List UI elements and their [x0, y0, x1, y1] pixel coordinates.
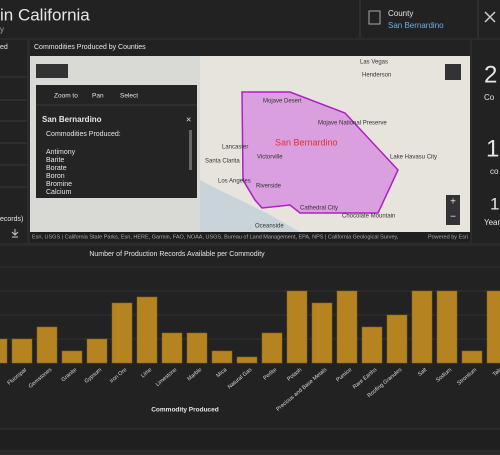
indicator-value: 2 [484, 61, 497, 88]
bar [361, 326, 383, 364]
tools-icon[interactable] [484, 11, 496, 23]
map-labels: Mojave Desert Mojave National Preserve S… [205, 60, 437, 230]
popup-item: Antimony [46, 149, 76, 156]
x-tick-label: Salt [417, 367, 428, 378]
bar [461, 350, 483, 364]
attribution-bar [30, 232, 470, 241]
bar [111, 302, 133, 364]
scrollbar[interactable] [189, 130, 192, 170]
county-highlight[interactable] [241, 91, 399, 214]
app-subtitle: y [0, 25, 4, 34]
map-label: Oceanside [255, 224, 284, 230]
indicator-value: 1 [490, 194, 499, 213]
bar [336, 290, 358, 364]
map-label: Victorville [257, 155, 283, 161]
popup-item: Barite [46, 157, 64, 164]
county-value[interactable]: San Bernardino [388, 21, 444, 30]
bar [386, 314, 408, 364]
county-label[interactable]: County [388, 9, 413, 18]
bar [186, 332, 208, 364]
bar [411, 290, 433, 364]
county-icon [368, 10, 381, 25]
map-label: Santa Clarita [205, 159, 240, 165]
map-label: San Bernardino [275, 137, 338, 147]
popup-item: Borate [46, 165, 67, 172]
bar [86, 338, 108, 364]
map-label: Mojave Desert [263, 99, 302, 105]
indicator-panel [472, 40, 500, 243]
ocean [200, 180, 300, 232]
popup [36, 85, 197, 198]
map-label: Los Angeles [218, 179, 251, 185]
map-label: Lancaster [222, 145, 248, 151]
map-label: Riverside [256, 184, 282, 190]
indicator-value: 1 [486, 135, 499, 162]
left-heading: ed [0, 44, 8, 51]
bar [311, 302, 333, 364]
popup-close[interactable]: × [186, 114, 191, 124]
bar [211, 350, 233, 364]
popup-tool[interactable]: Pan [92, 93, 104, 100]
layer-button[interactable] [36, 64, 68, 78]
attribution: Esri, USGS | California State Parks, Esr… [32, 234, 399, 240]
popup-tool[interactable]: Select [120, 93, 138, 100]
bar [61, 350, 83, 364]
left-footer: ecords) [0, 216, 23, 223]
indicator-label: Year [484, 218, 500, 227]
indicator-label: Co [484, 93, 495, 102]
bar [286, 290, 308, 364]
map-label: Mojave National Preserve [318, 121, 387, 127]
map-title: Commodities Produced by Counties [34, 44, 146, 51]
indicator-label: co [490, 167, 499, 176]
popup-title: San Bernardino [42, 115, 102, 124]
bars: Fluorspar Gemstones Granite Gypsum Iron Ore L… [0, 290, 500, 413]
popup-item: Bromine [46, 181, 72, 188]
footer-strip [0, 430, 500, 450]
bar [36, 326, 58, 364]
bar [436, 290, 458, 364]
bar [236, 356, 258, 364]
chart-title: Number of Production Records Available p… [89, 251, 265, 258]
zoom-control[interactable] [446, 195, 460, 225]
zoom-out[interactable]: − [450, 212, 456, 223]
bookmark-button[interactable] [445, 64, 461, 80]
popup-heading: Commodities Produced: [46, 131, 121, 138]
bar [161, 332, 183, 364]
x-tick-label: Talc [492, 367, 500, 378]
bar [136, 296, 158, 364]
popup-item: Boron [46, 173, 65, 180]
map-label: Henderson [362, 73, 391, 79]
map-label: Cathedral City [300, 206, 338, 212]
list-rows [0, 76, 27, 188]
bar [261, 332, 283, 364]
header [0, 0, 500, 38]
bar [486, 290, 500, 364]
popup-item: Calcium [46, 189, 71, 196]
map-label: Chocolate Mountain [342, 214, 395, 220]
download-icon[interactable] [11, 229, 19, 238]
x-axis-title: Commodity Produced [151, 407, 219, 414]
map-label: Las Vegas [360, 60, 388, 66]
bar [11, 338, 33, 364]
left-panel [0, 40, 27, 243]
bar [0, 338, 8, 364]
app-title: in California [0, 5, 90, 24]
zoom-in[interactable]: + [450, 197, 456, 208]
map-label: Lake Havasu City [390, 155, 437, 161]
popup-tool[interactable]: Zoom to [54, 93, 78, 100]
powered-by: Powered by Esri [428, 234, 468, 240]
